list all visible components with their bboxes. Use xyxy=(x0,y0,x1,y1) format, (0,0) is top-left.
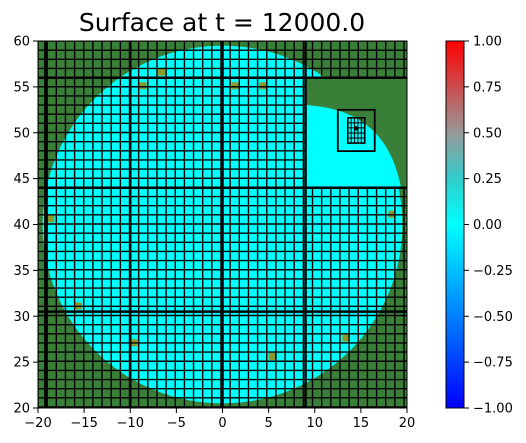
refinement-inner-box xyxy=(347,117,366,144)
y-tick-label: 30 xyxy=(13,310,30,325)
colorbar-tick-label: −1.00 xyxy=(473,402,513,417)
x-tick-label: −10 xyxy=(117,416,144,431)
colorbar-gradient xyxy=(445,40,465,409)
colorbar-tick-label: −0.75 xyxy=(473,356,513,371)
land-corner-area xyxy=(305,77,407,188)
y-tick-label: 25 xyxy=(13,356,30,371)
y-tick-label: 35 xyxy=(13,264,30,279)
plot-area xyxy=(38,41,407,408)
x-tick-label: −5 xyxy=(167,416,186,431)
x-tick-label: −15 xyxy=(70,416,97,431)
x-tick-label: 20 xyxy=(399,416,416,431)
colorbar-tick-label: 1.00 xyxy=(473,35,502,50)
y-tick-label: 40 xyxy=(13,218,30,233)
chart-title: Surface at t = 12000.0 xyxy=(79,8,365,37)
refinement-outer-box xyxy=(336,108,376,152)
colorbar-tick-label: −0.25 xyxy=(473,264,513,279)
dry-cell xyxy=(268,352,276,360)
colorbar-tick-label: 0.75 xyxy=(473,80,502,95)
colorbar-tick-label: −0.50 xyxy=(473,310,513,325)
mesh-grid xyxy=(38,41,407,408)
x-tick-label: −20 xyxy=(24,416,51,431)
x-tick-label: 0 xyxy=(218,416,226,431)
y-tick-label: 55 xyxy=(13,80,30,95)
y-tick-label: 20 xyxy=(13,402,30,417)
x-tick-label: 5 xyxy=(264,416,272,431)
y-tick-label: 50 xyxy=(13,126,30,141)
dry-cell xyxy=(47,215,55,223)
dry-cell xyxy=(157,68,165,76)
colorbar: 1.00 0.75 0.50 0.25 0.00 −0.25 −0.50 −0.75 −1.00 xyxy=(445,35,513,417)
y-tick-label: 45 xyxy=(13,172,30,187)
colorbar-tick-label: 0.50 xyxy=(473,126,502,141)
y-axis: 20 25 30 35 40 45 50 55 60 xyxy=(13,35,38,417)
dry-cell xyxy=(342,334,350,342)
refinement-box xyxy=(336,108,376,152)
dry-cell xyxy=(259,82,267,90)
x-tick-label: 10 xyxy=(306,416,323,431)
dry-cell xyxy=(139,82,147,90)
colorbar-tick-label: 0.00 xyxy=(473,218,502,233)
gauge-marker xyxy=(354,126,359,131)
x-tick-label: 15 xyxy=(353,416,370,431)
colorbar-ticks: 1.00 0.75 0.50 0.25 0.00 −0.25 −0.50 −0.75 −1.00 xyxy=(464,35,513,417)
colorbar-tick-label: 0.25 xyxy=(473,172,502,187)
x-axis: −20 −15 −10 −5 0 5 10 15 20 xyxy=(24,408,415,431)
dry-cell xyxy=(231,82,239,90)
y-tick-label: 60 xyxy=(13,35,30,50)
